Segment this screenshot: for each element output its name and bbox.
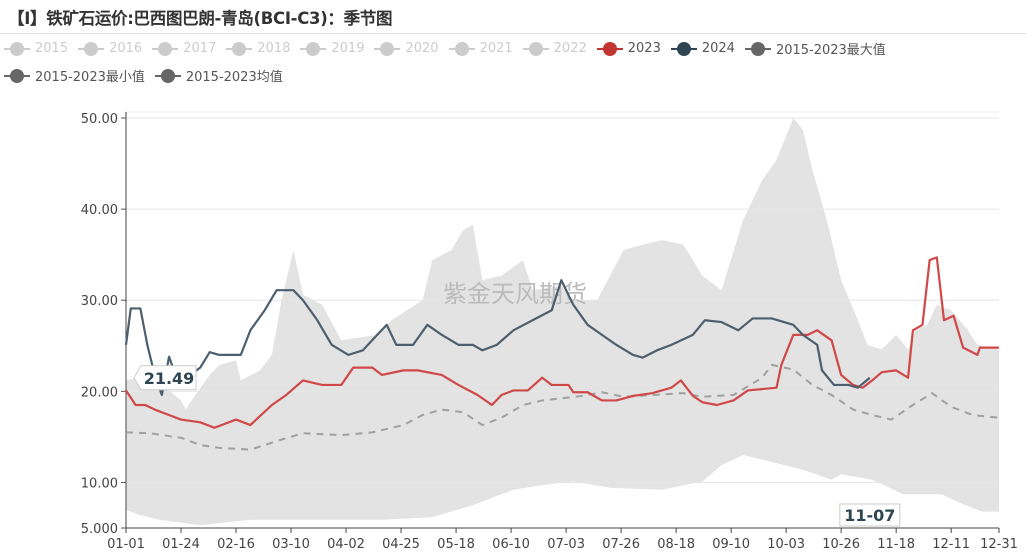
x-tick-label: 01-24	[162, 537, 200, 552]
legend-marker-icon	[300, 41, 327, 56]
legend-label: 2024	[701, 41, 735, 56]
legend-item-2021[interactable]: 2021	[448, 39, 513, 58]
legend-label: 2017	[183, 41, 217, 56]
crosshair-y-label: 21.49	[144, 369, 195, 388]
x-tick-label: 08-18	[657, 537, 695, 552]
legend-item-2022[interactable]: 2022	[522, 39, 587, 58]
legend-item-2020[interactable]: 2020	[374, 39, 439, 58]
legend-marker-icon	[448, 41, 475, 56]
legend-label: 2015-2023最小值	[35, 70, 145, 85]
series-line-2015-2023均值[interactable]	[125, 363, 1000, 451]
legend-label: 2015	[35, 41, 69, 56]
title-divider	[0, 33, 1026, 34]
crosshair-x-label-bg	[839, 503, 901, 527]
x-tick-label: 10-26	[822, 537, 860, 552]
y-tick-label: 30.00	[81, 294, 118, 309]
crosshair-y-label-bg	[133, 365, 197, 391]
x-tick-label: 06-10	[492, 537, 530, 552]
x-tick-label: 11-18	[877, 537, 915, 552]
legend-marker-icon	[78, 41, 105, 56]
legend-marker-icon	[522, 41, 549, 56]
x-tick-label: 04-25	[382, 537, 420, 552]
crosshair-x-label: 11-07	[844, 506, 895, 525]
legend-item-2023[interactable]: 2023	[596, 39, 661, 58]
x-tick-label: 12-11	[932, 537, 970, 552]
legend-marker-icon	[744, 41, 771, 56]
legend-marker-icon	[596, 41, 623, 56]
watermark: 紫金天风期货	[443, 280, 587, 308]
x-tick-label: 03-10	[272, 537, 310, 552]
band-max-area	[126, 118, 999, 528]
x-tick-label: 09-10	[712, 537, 750, 552]
legend-label: 2015-2023最大值	[775, 43, 886, 58]
legend-item-2019[interactable]: 2019	[300, 39, 364, 58]
legend-label: 2019	[331, 41, 365, 56]
legend-marker-icon	[670, 41, 697, 56]
legend-marker-icon	[4, 68, 30, 83]
legend-label: 2021	[479, 41, 513, 56]
legend-marker-icon	[374, 41, 401, 56]
x-tick-label: 10-03	[767, 537, 805, 552]
y-tick-label: 5.000	[81, 522, 118, 537]
legend-item-2016[interactable]: 2016	[78, 39, 142, 58]
legend-label: 2015-2023均值	[185, 70, 283, 85]
legend-label: 2018	[257, 41, 291, 56]
x-tick-label: 12-31	[980, 537, 1018, 552]
x-tick-label: 04-02	[327, 537, 365, 552]
legend-label: 2023	[627, 41, 661, 56]
y-tick-label: 10.00	[81, 476, 118, 491]
y-tick-label: 20.00	[81, 385, 118, 400]
x-tick-label: 01-01	[107, 537, 145, 552]
legend-label: 2020	[405, 41, 439, 56]
legend-item-2015-2023最大值[interactable]: 2015-2023最大值	[744, 39, 886, 58]
legend-item-2017[interactable]: 2017	[152, 39, 216, 58]
chart-title: 【I】铁矿石运价:巴西图巴朗-青岛(BCI-C3)：季节图	[8, 9, 393, 28]
legend-marker-icon	[4, 41, 30, 56]
series-line-2023[interactable]	[125, 256, 999, 429]
legend: 2015 2016 2017 2018 2019 2020 2021 2022 2023 2024…	[4, 39, 886, 58]
legend-item-2015-2023均值[interactable]: 2015-2023均值	[154, 66, 283, 85]
legend-row-2: 2015-2023最小值 2015-2023均值	[4, 66, 283, 85]
legend-label: 2016	[109, 41, 143, 56]
legend-item-2015-2023最小值[interactable]: 2015-2023最小值	[4, 66, 145, 85]
x-tick-label: 05-18	[437, 537, 475, 552]
legend-marker-icon	[154, 68, 181, 83]
legend-marker-icon	[226, 41, 253, 56]
y-tick-label: 40.00	[81, 203, 118, 218]
band-min-area	[126, 455, 999, 528]
legend-label: 2022	[553, 41, 587, 56]
legend-item-2015[interactable]: 2015	[4, 39, 68, 58]
x-tick-label: 07-26	[602, 537, 640, 552]
x-tick-label: 02-16	[217, 537, 255, 552]
legend-marker-icon	[152, 41, 179, 56]
y-tick-label: 50.00	[81, 112, 118, 127]
legend-item-2018[interactable]: 2018	[226, 39, 290, 58]
legend-item-2024[interactable]: 2024	[670, 39, 735, 58]
series-line-2024[interactable]	[124, 279, 871, 397]
x-tick-label: 07-03	[547, 537, 585, 552]
